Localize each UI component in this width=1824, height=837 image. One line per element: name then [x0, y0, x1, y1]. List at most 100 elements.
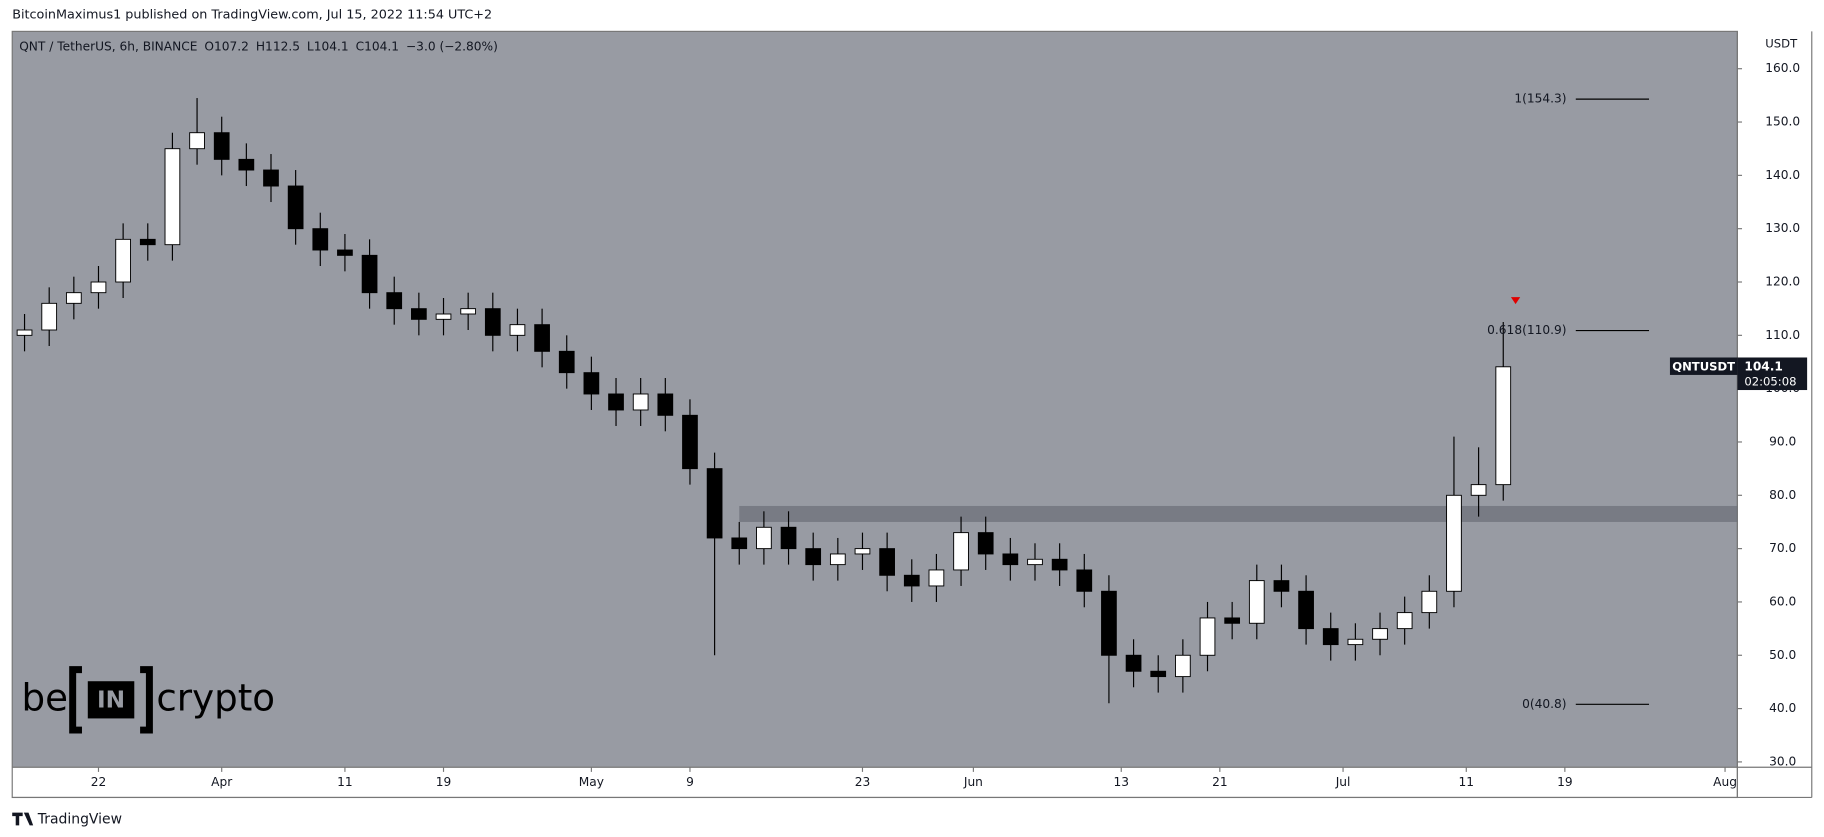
signal-marker	[1510, 297, 1521, 305]
logo-box	[87, 681, 135, 719]
candle-body	[1495, 366, 1512, 486]
candle-body	[805, 548, 822, 566]
ohlc-value: H112.5	[256, 39, 300, 53]
footer-brand: TradingView	[37, 812, 122, 828]
x-tick-label: 19	[1557, 775, 1573, 789]
candle-body	[1446, 494, 1462, 592]
candle-body	[1396, 612, 1413, 630]
candle-body	[1248, 580, 1265, 624]
ohlc-value: −3.0 (−2.80%)	[406, 39, 498, 53]
y-tick-label: 90.0	[1769, 434, 1796, 448]
symbol-legend: QNT / TetherUS, 6h, BINANCE O107.2 H112.5 L…	[19, 39, 498, 53]
y-tick-label: 120.0	[1765, 275, 1800, 289]
candle-body	[583, 372, 600, 395]
candle-body	[928, 569, 945, 587]
candle-body	[435, 313, 452, 320]
y-tick-label: 80.0	[1769, 488, 1796, 502]
candle-body	[16, 329, 33, 336]
y-tick-label: 160.0	[1765, 61, 1800, 75]
y-tick-label: 130.0	[1765, 221, 1800, 235]
x-tick-label: Jul	[1335, 775, 1351, 789]
x-tick-label: 13	[1113, 775, 1129, 789]
x-tick-label: 19	[436, 775, 452, 789]
logo: be IN crypto	[22, 666, 275, 734]
candle-body	[879, 548, 895, 576]
candle-body	[1347, 638, 1364, 646]
x-tick-label: 22	[91, 775, 107, 789]
candle-body	[411, 308, 427, 320]
candle-body	[1421, 590, 1438, 614]
x-tick-label: Jun	[963, 775, 983, 789]
candle-body	[608, 393, 624, 411]
fib-label: 1(154.3)	[1514, 92, 1566, 106]
x-tick-label: 23	[855, 775, 871, 789]
price-badge	[1737, 357, 1808, 391]
candle-body	[706, 468, 723, 539]
logo-text: IN	[97, 686, 125, 713]
candle-body	[90, 281, 107, 294]
y-tick-label: 70.0	[1769, 541, 1796, 555]
publish-header: BitcoinMaximus1 published on TradingView…	[12, 8, 492, 23]
candle-body	[189, 132, 205, 150]
candle-body	[41, 302, 58, 331]
candle-body	[1175, 654, 1191, 678]
candle-body	[756, 526, 772, 550]
candle-body	[164, 148, 181, 246]
candle-body	[1051, 558, 1068, 571]
plot-area	[12, 31, 1738, 768]
candle-body	[361, 254, 378, 294]
y-tick-label: 150.0	[1765, 115, 1800, 129]
x-tick-label: Aug	[1713, 775, 1737, 789]
logo-text: crypto	[156, 675, 275, 719]
candle-body	[829, 553, 846, 566]
candle-body	[1027, 558, 1043, 566]
candle-body	[1298, 590, 1314, 630]
fib-label: 0(40.8)	[1522, 697, 1566, 711]
price-badge-countdown: 02:05:08	[1744, 374, 1796, 388]
candle-body	[337, 249, 353, 256]
candle-body	[312, 228, 329, 251]
y-tick-label: 60.0	[1769, 594, 1796, 608]
name-badge	[1669, 357, 1738, 375]
candle-body	[1125, 654, 1142, 672]
footer-icon	[12, 812, 34, 826]
candle-body	[1273, 580, 1290, 592]
y-tick-label: 50.0	[1769, 648, 1796, 662]
candle-body	[534, 324, 550, 352]
candle-body	[139, 238, 156, 246]
candle-body	[460, 308, 477, 315]
logo-bracket	[69, 666, 153, 734]
candle-body	[1372, 628, 1388, 640]
candle-body	[1002, 553, 1019, 566]
candle-body	[1101, 590, 1117, 656]
y-tick-label: 30.0	[1769, 754, 1796, 768]
y-unit: USDT	[1765, 37, 1798, 51]
x-tick-label: 11	[1459, 775, 1475, 789]
candle-body	[1076, 569, 1093, 592]
candle-body	[1150, 670, 1167, 678]
x-tick-label: 9	[686, 775, 694, 789]
x-tick-label: 11	[337, 775, 353, 789]
name-badge-text: QNTUSDT	[1672, 359, 1735, 373]
candle-body	[558, 350, 575, 374]
x-tick-label: May	[579, 775, 604, 789]
candle-body	[953, 532, 969, 571]
candle-body	[632, 393, 649, 411]
candle-body	[854, 548, 871, 555]
y-tick-label: 110.0	[1765, 328, 1800, 342]
candle-body	[657, 393, 674, 416]
candle-body	[484, 308, 501, 336]
candle-body	[238, 158, 255, 171]
ohlc-value: O107.2	[204, 39, 248, 53]
logo-text: be	[22, 675, 68, 719]
candle-body	[731, 537, 748, 550]
y-tick-label: 40.0	[1769, 701, 1796, 715]
x-tick-label: 21	[1212, 775, 1228, 789]
candle-body	[509, 324, 526, 336]
ohlc-value: L104.1	[307, 39, 349, 53]
candle-body	[1470, 484, 1487, 496]
candle-body	[1224, 617, 1241, 624]
symbol: QNT / TetherUS, 6h, BINANCE	[19, 39, 197, 53]
ohlc-value: C104.1	[356, 39, 399, 53]
